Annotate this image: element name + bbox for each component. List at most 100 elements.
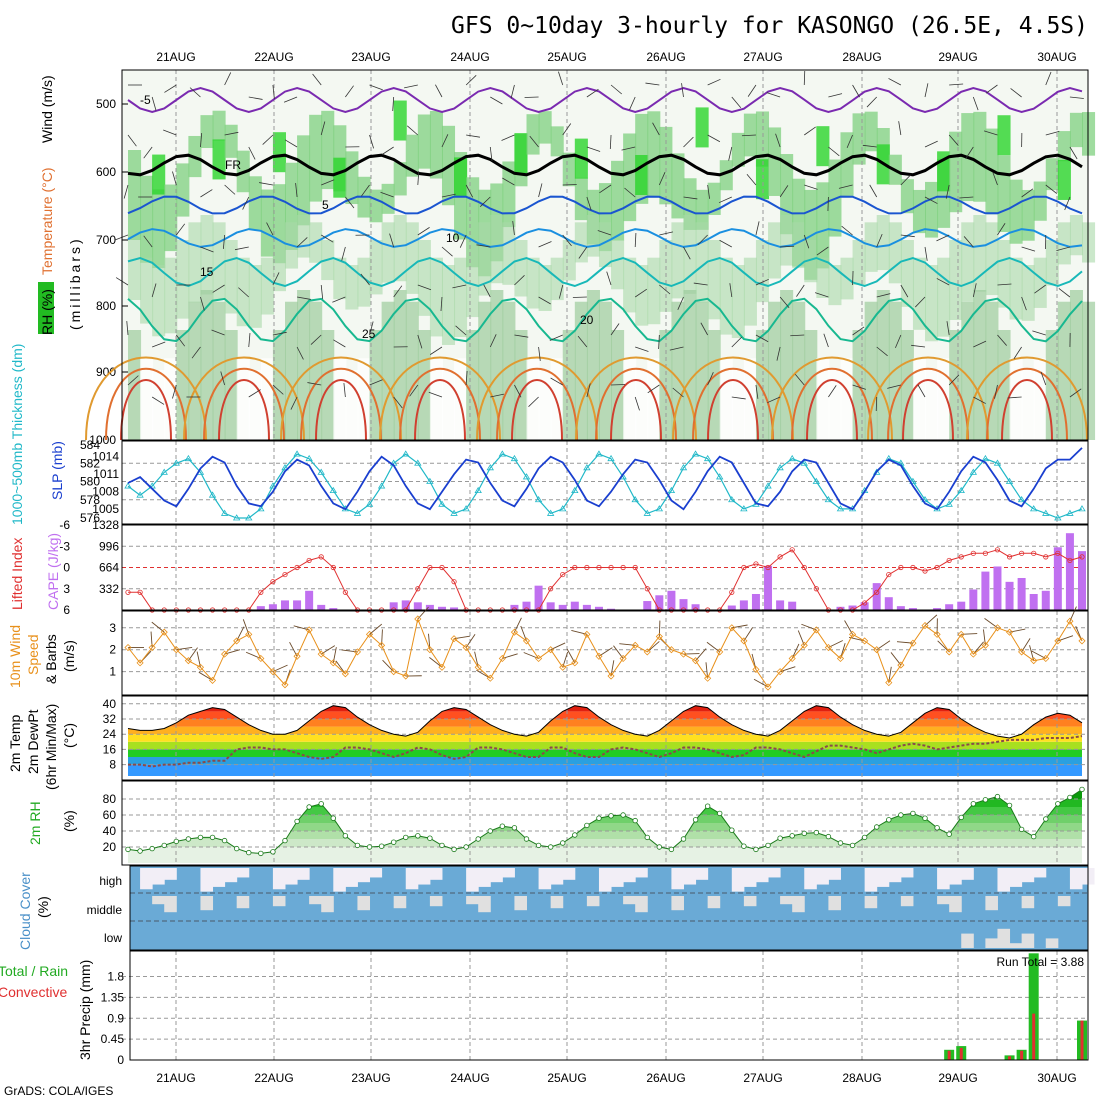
- temperature-contour: [127, 228, 1083, 248]
- temperature-contour: [127, 153, 1083, 177]
- thickness-point: [377, 482, 386, 489]
- date-label-bottom: 25AUG: [547, 1071, 586, 1085]
- date-label-top: 24AUG: [450, 50, 489, 64]
- cloud-high: [900, 868, 914, 878]
- rh-shade: [188, 222, 202, 303]
- cape-bar: [1041, 590, 1050, 610]
- cloud-middle: [393, 896, 407, 909]
- wind-speed-point: [390, 668, 398, 676]
- rh-band: [128, 823, 1082, 831]
- cloud-high: [611, 868, 624, 887]
- rh-shade: [176, 163, 190, 217]
- wind-barb: [310, 334, 322, 345]
- cape-bar: [969, 589, 978, 610]
- wind-speed-point: [184, 657, 192, 665]
- wind-barb: [672, 387, 684, 398]
- temp-band: [128, 741, 1082, 750]
- wind-barb: [900, 234, 915, 238]
- wind-speed-point: [740, 637, 748, 645]
- rh-shade: [429, 358, 443, 440]
- rh-point: [427, 835, 433, 841]
- rh-point: [874, 824, 880, 830]
- wind-barb: [345, 85, 354, 98]
- rh-point: [680, 836, 687, 842]
- wind-barb: [538, 346, 541, 361]
- rh-shade: [490, 215, 504, 284]
- rh-shade: [502, 161, 516, 228]
- wind-barb: [1058, 288, 1071, 298]
- wind-barb: [455, 325, 467, 336]
- rh-point: [608, 813, 614, 819]
- wind-barb: [284, 139, 298, 148]
- thickness-point: [740, 505, 748, 512]
- temp-tick: 32: [103, 712, 117, 726]
- cloud-low: [1021, 933, 1035, 948]
- slp-tick: 1014: [92, 450, 119, 464]
- precip-tick: 0.45: [101, 1032, 125, 1046]
- rh-shade: [623, 133, 637, 222]
- cloud-high: [478, 868, 491, 887]
- rh-point: [499, 823, 506, 829]
- wind-barb: [624, 187, 636, 198]
- rh-point: [318, 801, 324, 807]
- rh-point: [137, 848, 143, 854]
- slp-tick: 1011: [93, 467, 119, 481]
- wind-barb: [465, 74, 477, 86]
- li-point: [415, 586, 421, 592]
- wind-barb: [693, 282, 708, 286]
- wind-barb: [406, 125, 419, 136]
- cloud-high: [200, 868, 214, 892]
- wind-barb: [900, 174, 911, 186]
- wind-barb: [151, 621, 165, 633]
- rh-shade: [514, 330, 528, 440]
- rh-shade: [260, 257, 274, 315]
- thickness-point: [462, 505, 470, 512]
- wind-speed-point: [329, 659, 337, 667]
- wind-barb: [566, 648, 576, 664]
- thickness-point: [703, 454, 712, 462]
- rh-point: [487, 828, 493, 834]
- rh-tick: 20: [103, 840, 117, 854]
- wind-speed-point: [861, 637, 869, 645]
- wind10-label-a: 10m Wind: [7, 625, 23, 688]
- pressure-tick: 500: [96, 97, 116, 111]
- slp-label: SLP (mb): [49, 441, 65, 500]
- footer-credit: GrADS: COLA/IGES: [4, 1084, 113, 1098]
- temp-band: [128, 749, 1082, 757]
- rh-shade: [683, 290, 697, 440]
- wind-speed-point: [148, 643, 156, 652]
- wind-barb: [755, 278, 769, 286]
- rh-shade: [961, 222, 975, 302]
- rh-point: [258, 850, 264, 857]
- dewpoint-line: [128, 735, 1083, 768]
- rh-shade: [598, 222, 613, 268]
- wind-barb: [1007, 396, 1022, 399]
- cloud-high: [623, 868, 636, 883]
- rh-shade: [369, 240, 383, 295]
- cape-bar: [933, 608, 942, 610]
- rh-point: [451, 846, 457, 853]
- rh-shade: [671, 222, 685, 299]
- cloud-high: [864, 868, 878, 892]
- precip-panel: 0 0.45 0.9 1.35 1.8 Run Total = 3.88: [101, 950, 1089, 1067]
- thickness-point: [329, 486, 337, 494]
- rh-shade: [345, 265, 359, 310]
- wind-barb: [490, 96, 503, 105]
- rh-point: [620, 812, 626, 818]
- cloud-high: [683, 868, 697, 885]
- wind-barb: [755, 221, 760, 236]
- wind-barb: [538, 296, 551, 305]
- wind-barb: [435, 84, 443, 98]
- wind-barb: [718, 196, 732, 204]
- wind-speed-point: [486, 674, 494, 682]
- rh-point: [149, 845, 155, 852]
- cape-bar: [305, 590, 314, 610]
- wind-panel-frame: [121, 610, 1089, 696]
- cape-bar: [1029, 593, 1038, 610]
- thickness-point: [220, 509, 229, 516]
- li-point: [994, 547, 1001, 553]
- wind-barb: [369, 134, 374, 149]
- rh-point: [390, 839, 397, 845]
- temperature-contour: [127, 256, 1083, 288]
- wind-barb: [924, 83, 929, 98]
